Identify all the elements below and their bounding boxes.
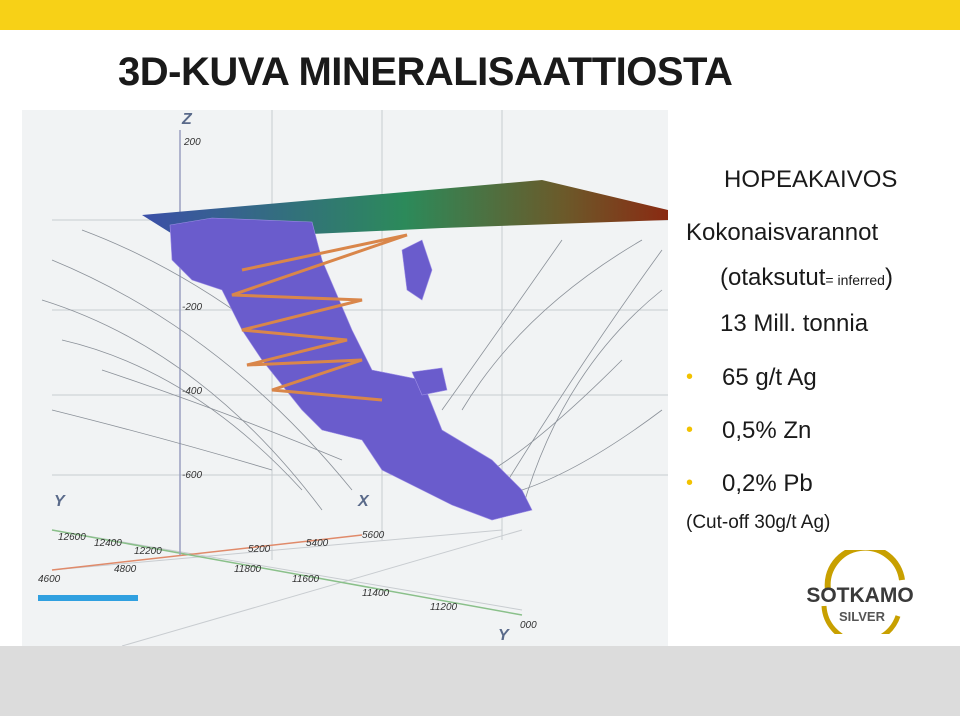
axis-label: Y <box>54 493 66 510</box>
axis-label: -200 <box>182 302 202 313</box>
drill-holes <box>41 229 663 511</box>
axis-label: -400 <box>182 386 202 397</box>
ore-body <box>169 217 533 521</box>
scale-bar <box>38 595 138 601</box>
model-image: Z 200 -200 -400 -600 Y X 12600 12400 122… <box>22 110 668 646</box>
bullet: 65 g/t Ag <box>686 364 817 392</box>
bullet: 0,2% Pb <box>686 470 813 498</box>
logo-sub: SILVER <box>839 609 886 624</box>
axis-label: 12400 <box>94 538 122 549</box>
heading: HOPEAKAIVOS <box>724 166 898 193</box>
tonnage: 13 Mill. tonnia <box>720 310 869 337</box>
slide-title: 3D-KUVA MINERALISAATTIOSTA <box>118 50 733 94</box>
top-bar <box>0 0 960 30</box>
axis-label: 5200 <box>248 544 271 555</box>
axis-label: Y <box>498 627 510 644</box>
axis-label: 4800 <box>114 564 137 575</box>
axis-label: -600 <box>182 470 202 481</box>
logo-name: SOTKAMO <box>806 584 913 607</box>
note-small: = inferred <box>825 272 885 288</box>
axis-label: 200 <box>183 137 201 148</box>
logo-arc <box>821 605 901 634</box>
axis-label: 5400 <box>306 538 329 549</box>
logo: SOTKAMO SILVER <box>806 550 914 634</box>
axis-label: Z <box>181 111 193 128</box>
axis-line <box>51 529 523 616</box>
axis-label: 000 <box>520 620 537 631</box>
tunnel <box>231 233 408 402</box>
axis-label: 12200 <box>134 546 162 557</box>
axis-label: 4600 <box>38 574 61 585</box>
axis-line <box>51 534 363 571</box>
note-close: ) <box>884 264 893 291</box>
axis-label: 11600 <box>292 574 320 585</box>
cutoff: (Cut-off 30g/t Ag) <box>686 512 831 533</box>
axis-label: 5600 <box>362 530 385 541</box>
bullet: 0,5% Zn <box>686 417 812 445</box>
axis-label: X <box>357 493 370 510</box>
note: (otaksutut= inferred) <box>720 264 893 292</box>
axis-label: 11800 <box>234 564 262 575</box>
axis-label: 11200 <box>430 602 458 613</box>
logo-arc <box>824 550 905 591</box>
note-open: (otaksutut <box>720 264 826 291</box>
axis-label: 12600 <box>58 532 86 543</box>
bottom-bar <box>0 646 960 716</box>
subheading: Kokonaisvarannot <box>686 219 879 246</box>
axis-label: 11400 <box>362 588 390 599</box>
